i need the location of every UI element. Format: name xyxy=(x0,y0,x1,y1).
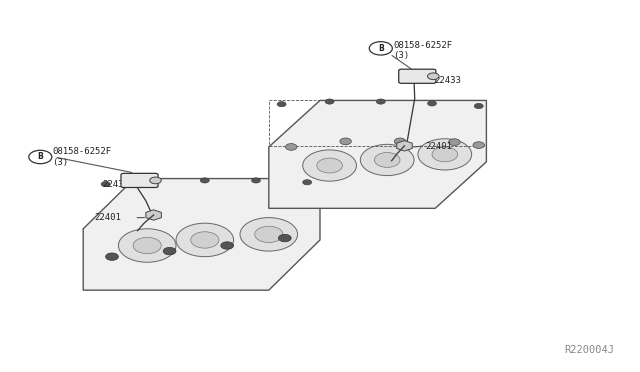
Circle shape xyxy=(340,138,351,145)
Text: 22401: 22401 xyxy=(426,142,452,151)
Circle shape xyxy=(278,234,291,242)
Circle shape xyxy=(325,99,334,104)
Circle shape xyxy=(285,144,297,150)
Circle shape xyxy=(133,237,161,254)
Circle shape xyxy=(221,242,234,249)
Circle shape xyxy=(252,178,260,183)
Text: R220004J: R220004J xyxy=(564,345,614,355)
Circle shape xyxy=(101,182,110,187)
Circle shape xyxy=(449,139,460,145)
Circle shape xyxy=(474,103,483,109)
Circle shape xyxy=(303,180,312,185)
Circle shape xyxy=(432,147,458,162)
FancyBboxPatch shape xyxy=(121,173,158,187)
Circle shape xyxy=(149,178,158,183)
Circle shape xyxy=(240,218,298,251)
Circle shape xyxy=(374,153,400,167)
Polygon shape xyxy=(269,100,486,208)
Text: B: B xyxy=(38,153,43,161)
Circle shape xyxy=(394,138,406,145)
Circle shape xyxy=(303,150,356,181)
Circle shape xyxy=(118,229,176,262)
Circle shape xyxy=(163,247,176,255)
Circle shape xyxy=(473,142,484,148)
Text: B: B xyxy=(378,44,383,53)
Circle shape xyxy=(376,99,385,104)
Text: 22433: 22433 xyxy=(102,180,129,189)
Circle shape xyxy=(277,102,286,107)
Circle shape xyxy=(428,101,436,106)
Circle shape xyxy=(106,253,118,260)
Polygon shape xyxy=(83,179,320,290)
Circle shape xyxy=(176,223,234,257)
Circle shape xyxy=(418,139,472,170)
Text: 22433: 22433 xyxy=(434,76,461,85)
Text: 22401: 22401 xyxy=(94,213,121,222)
Circle shape xyxy=(255,226,283,243)
Circle shape xyxy=(200,178,209,183)
Text: 08158-6252F
(3): 08158-6252F (3) xyxy=(52,147,111,167)
Circle shape xyxy=(150,177,161,184)
Circle shape xyxy=(428,73,439,80)
Circle shape xyxy=(191,232,219,248)
Circle shape xyxy=(317,158,342,173)
Text: 08158-6252F
(3): 08158-6252F (3) xyxy=(394,41,452,60)
Circle shape xyxy=(360,144,414,176)
FancyBboxPatch shape xyxy=(399,69,436,83)
